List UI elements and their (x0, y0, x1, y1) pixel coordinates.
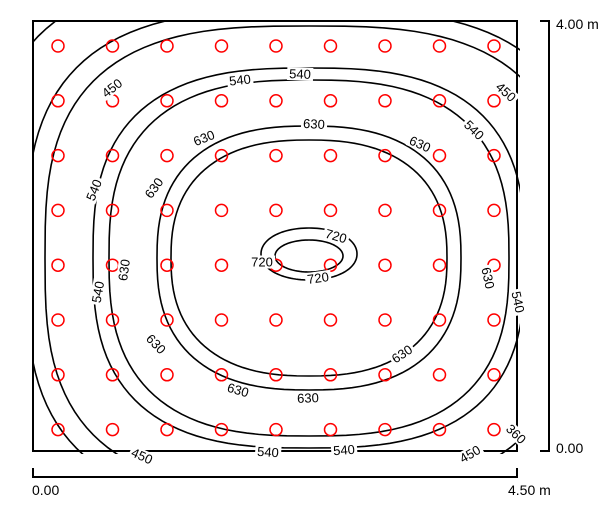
contour-line (109, 80, 509, 436)
contour-line (275, 240, 343, 272)
grid-marker (52, 314, 64, 326)
contour-label: 720 (304, 270, 331, 286)
grid-marker (325, 95, 337, 107)
contour-label: 630 (301, 117, 327, 131)
contour-label: 720 (249, 256, 275, 269)
grid-marker (107, 424, 119, 436)
grid-marker (270, 314, 282, 326)
grid-marker (434, 40, 446, 52)
contour-label: 540 (331, 443, 358, 458)
contour-label: 630 (116, 256, 132, 283)
grid-marker (379, 204, 391, 216)
grid-marker (270, 424, 282, 436)
grid-marker (434, 150, 446, 162)
grid-marker (216, 40, 228, 52)
y-axis-tick-bottom (540, 450, 548, 452)
x-axis-tick-left (32, 468, 34, 476)
grid-marker (161, 204, 173, 216)
grid-marker (270, 150, 282, 162)
grid-marker (325, 424, 337, 436)
grid-marker (488, 150, 500, 162)
grid-marker (488, 204, 500, 216)
grid-marker (161, 40, 173, 52)
grid-marker (52, 40, 64, 52)
grid-marker (216, 204, 228, 216)
grid-marker (379, 95, 391, 107)
grid-marker (325, 150, 337, 162)
grid-marker (161, 95, 173, 107)
grid-marker (161, 150, 173, 162)
contour-label: 630 (295, 391, 321, 405)
y-axis-label-bottom: 0.00 (556, 440, 583, 456)
grid-marker (325, 314, 337, 326)
grid-marker (488, 314, 500, 326)
grid-marker (216, 259, 228, 271)
x-axis-label-right: 4.50 m (508, 482, 551, 498)
grid-marker (379, 314, 391, 326)
grid-marker (325, 204, 337, 216)
contour-label: 540 (227, 72, 254, 88)
grid-marker (434, 369, 446, 381)
grid-marker (52, 204, 64, 216)
figure: 4505405405404506306306305406307206305407… (0, 0, 600, 512)
grid-marker (270, 95, 282, 107)
grid-marker (270, 204, 282, 216)
grid-marker (52, 95, 64, 107)
grid-marker (488, 424, 500, 436)
grid-marker (52, 259, 64, 271)
x-axis-tick-right (516, 468, 518, 476)
contour-line (171, 140, 447, 376)
grid-marker (488, 40, 500, 52)
grid-marker (216, 95, 228, 107)
x-axis-label-left: 0.00 (32, 482, 59, 498)
contour-label: 540 (287, 67, 313, 81)
grid-marker (161, 424, 173, 436)
x-axis-line (32, 476, 518, 478)
grid-marker (216, 314, 228, 326)
y-axis-tick-top (540, 20, 548, 22)
plot-area: 4505405405404506306306305406307206305407… (32, 20, 518, 452)
grid-marker (379, 40, 391, 52)
grid-marker (161, 369, 173, 381)
grid-marker (488, 95, 500, 107)
grid-marker (434, 259, 446, 271)
contour-label: 540 (255, 445, 282, 460)
contour-label: 540 (509, 288, 527, 316)
grid-marker (379, 259, 391, 271)
grid-marker (488, 369, 500, 381)
grid-marker (325, 40, 337, 52)
y-axis-line (548, 20, 550, 452)
y-axis-label-top: 4.00 m (556, 16, 599, 32)
grid-marker (270, 40, 282, 52)
grid-marker (379, 369, 391, 381)
